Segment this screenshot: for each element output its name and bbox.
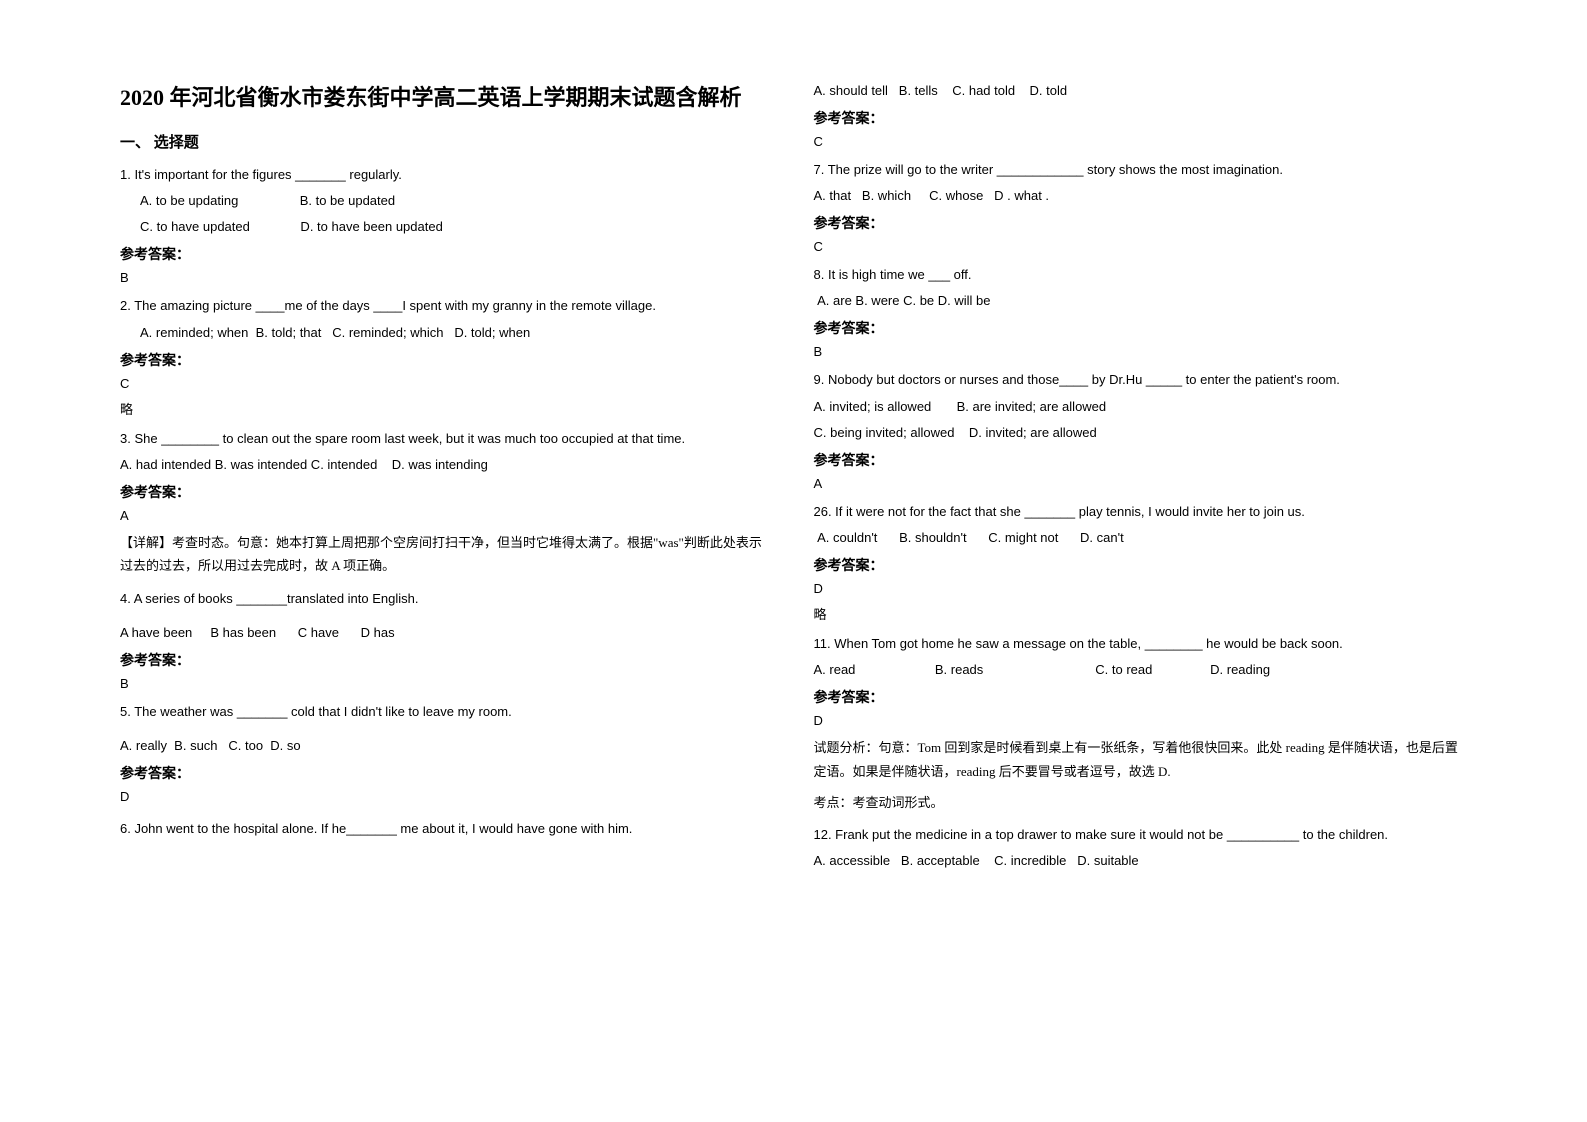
q2-answer-label: 参考答案： — [120, 350, 774, 370]
q6-text: 6. John went to the hospital alone. If h… — [120, 818, 774, 840]
q2-text: 2. The amazing picture ____me of the day… — [120, 295, 774, 317]
q1-answer: B — [120, 270, 774, 285]
q11-explanation: 试题分析：句意：Tom 回到家是时候看到桌上有一张纸条，写着他很快回来。此处 r… — [814, 736, 1468, 783]
q4-answer-label: 参考答案： — [120, 650, 774, 670]
q9-opts2: C. being invited; allowed D. invited; ar… — [814, 422, 1468, 444]
q9-text: 9. Nobody but doctors or nurses and thos… — [814, 369, 1468, 391]
q5-answer-label: 参考答案： — [120, 763, 774, 783]
q11-text: 11. When Tom got home he saw a message o… — [814, 633, 1468, 655]
q5-answer: D — [120, 789, 774, 804]
q4-text: 4. A series of books _______translated i… — [120, 588, 774, 610]
q3-opts: A. had intended B. was intended C. inten… — [120, 454, 774, 476]
q7-answer-label: 参考答案： — [814, 213, 1468, 233]
q10-text: 26. If it were not for the fact that she… — [814, 501, 1468, 523]
section-header: 一、 选择题 — [120, 131, 774, 152]
q12-opts: A. accessible B. acceptable C. incredibl… — [814, 850, 1468, 872]
q1-opts1: A. to be updating B. to be updated — [120, 190, 774, 212]
q11-answer-label: 参考答案： — [814, 687, 1468, 707]
right-column: A. should tell B. tells C. had told D. t… — [794, 80, 1488, 1082]
q6-opts: A. should tell B. tells C. had told D. t… — [814, 80, 1468, 102]
q2-answer: C — [120, 376, 774, 391]
q4-answer: B — [120, 676, 774, 691]
q3-answer-label: 参考答案： — [120, 482, 774, 502]
q2-lue: 略 — [120, 399, 774, 418]
q2-opts: A. reminded; when B. told; that C. remin… — [120, 322, 774, 344]
q7-answer: C — [814, 239, 1468, 254]
q8-opts: A. are B. were C. be D. will be — [814, 290, 1468, 312]
q9-answer: A — [814, 476, 1468, 491]
q5-text: 5. The weather was _______ cold that I d… — [120, 701, 774, 723]
q1-opts2: C. to have updated D. to have been updat… — [120, 216, 774, 238]
q6-answer-label: 参考答案： — [814, 108, 1468, 128]
q11-answer: D — [814, 713, 1468, 728]
q9-opts1: A. invited; is allowed B. are invited; a… — [814, 396, 1468, 418]
q7-opts: A. that B. which C. whose D . what . — [814, 185, 1468, 207]
q4-opts: A have been B has been C have D has — [120, 622, 774, 644]
exam-title: 2020 年河北省衡水市娄东街中学高二英语上学期期末试题含解析 — [120, 80, 774, 115]
q11-opts: A. read B. reads C. to read D. reading — [814, 659, 1468, 681]
q8-text: 8. It is high time we ___ off. — [814, 264, 1468, 286]
q10-answer: D — [814, 581, 1468, 596]
q1-text: 1. It's important for the figures ______… — [120, 164, 774, 186]
q9-answer-label: 参考答案： — [814, 450, 1468, 470]
q1-answer-label: 参考答案： — [120, 244, 774, 264]
q3-explanation: 【详解】考查时态。句意：她本打算上周把那个空房间打扫干净，但当时它堆得太满了。根… — [120, 531, 774, 578]
left-column: 2020 年河北省衡水市娄东街中学高二英语上学期期末试题含解析 一、 选择题 1… — [100, 80, 794, 1082]
q5-opts: A. really B. such C. too D. so — [120, 735, 774, 757]
q8-answer-label: 参考答案： — [814, 318, 1468, 338]
q8-answer: B — [814, 344, 1468, 359]
q11-point: 考点：考查动词形式。 — [814, 791, 1468, 814]
q3-text: 3. She ________ to clean out the spare r… — [120, 428, 774, 450]
q3-answer: A — [120, 508, 774, 523]
q10-opts: A. couldn't B. shouldn't C. might not D.… — [814, 527, 1468, 549]
q7-text: 7. The prize will go to the writer _____… — [814, 159, 1468, 181]
q12-text: 12. Frank put the medicine in a top draw… — [814, 824, 1468, 846]
q6-answer: C — [814, 134, 1468, 149]
q10-answer-label: 参考答案： — [814, 555, 1468, 575]
q10-lue: 略 — [814, 604, 1468, 623]
